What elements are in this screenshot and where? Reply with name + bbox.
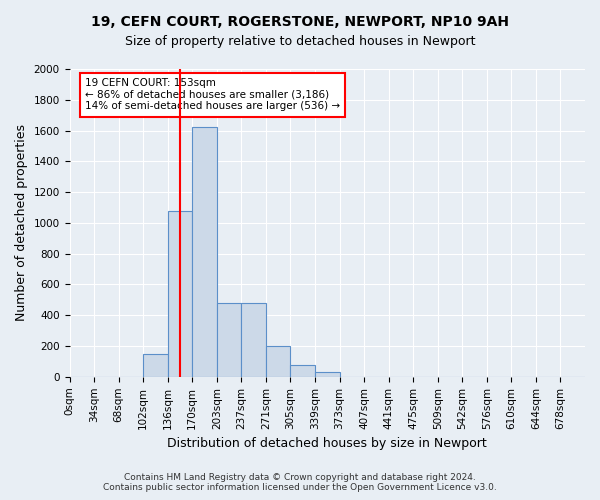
Y-axis label: Number of detached properties: Number of detached properties [15,124,28,322]
Bar [315,372,340,377]
Bar [168,210,192,377]
Text: 19 CEFN COURT: 153sqm
← 86% of detached houses are smaller (3,186)
14% of semi-d: 19 CEFN COURT: 153sqm ← 86% of detached … [85,78,340,112]
Bar [266,346,290,377]
Bar [217,303,241,377]
Bar [241,303,266,377]
Bar [192,128,217,377]
Text: 19, CEFN COURT, ROGERSTONE, NEWPORT, NP10 9AH: 19, CEFN COURT, ROGERSTONE, NEWPORT, NP1… [91,15,509,29]
X-axis label: Distribution of detached houses by size in Newport: Distribution of detached houses by size … [167,437,487,450]
Text: Contains HM Land Registry data © Crown copyright and database right 2024.
Contai: Contains HM Land Registry data © Crown c… [103,473,497,492]
Text: Size of property relative to detached houses in Newport: Size of property relative to detached ho… [125,35,475,48]
Bar [290,364,315,377]
Bar [143,354,168,377]
